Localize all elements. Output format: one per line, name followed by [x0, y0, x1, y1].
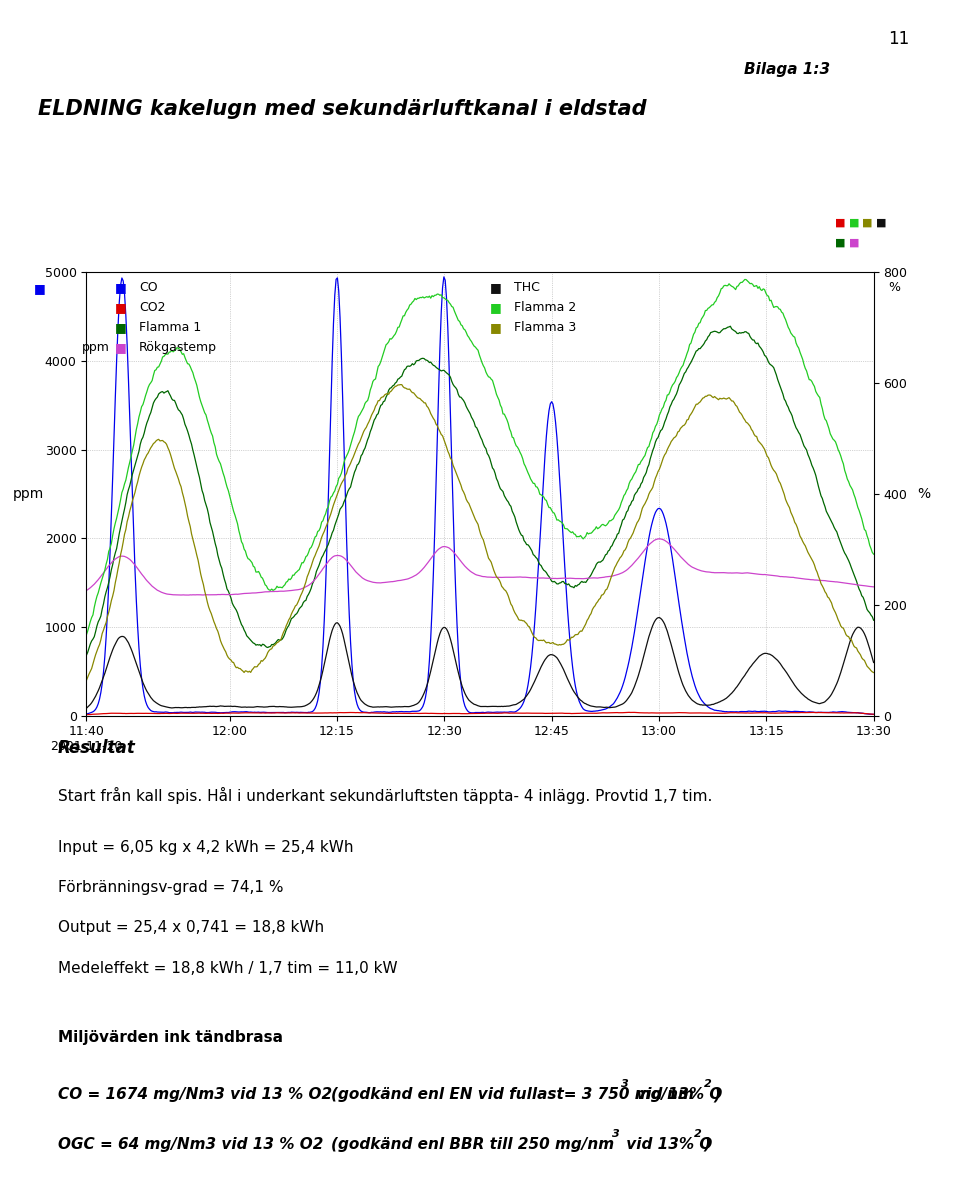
- Text: ): ): [713, 1087, 720, 1103]
- Text: ): ): [704, 1137, 710, 1152]
- Text: Medeleffekt = 18,8 kWh / 1,7 tim = 11,0 kW: Medeleffekt = 18,8 kWh / 1,7 tim = 11,0 …: [58, 961, 397, 976]
- Text: Resultat: Resultat: [58, 739, 135, 757]
- Text: Miljövärden ink tändbrasa: Miljövärden ink tändbrasa: [58, 1030, 282, 1046]
- Text: ■: ■: [862, 218, 873, 227]
- Text: CO = 1674 mg/Nm3 vid 13 % O2: CO = 1674 mg/Nm3 vid 13 % O2: [58, 1087, 332, 1103]
- Text: ppm: ppm: [82, 342, 109, 354]
- Text: (godkänd enl EN vid fullast= 3 750 mg/nm: (godkänd enl EN vid fullast= 3 750 mg/nm: [331, 1087, 694, 1103]
- Text: ■: ■: [115, 302, 127, 313]
- Text: Bilaga 1:3: Bilaga 1:3: [744, 62, 830, 77]
- Text: ■: ■: [835, 238, 846, 247]
- Text: ■: ■: [115, 282, 127, 293]
- Y-axis label: ppm: ppm: [12, 487, 43, 500]
- Text: CO: CO: [139, 282, 157, 293]
- Text: 11: 11: [888, 30, 909, 47]
- Text: ■: ■: [115, 322, 127, 334]
- Text: Input = 6,05 kg x 4,2 kWh = 25,4 kWh: Input = 6,05 kg x 4,2 kWh = 25,4 kWh: [58, 840, 353, 855]
- Text: Flamma 3: Flamma 3: [514, 322, 576, 334]
- Text: Output = 25,4 x 0,741 = 18,8 kWh: Output = 25,4 x 0,741 = 18,8 kWh: [58, 920, 324, 936]
- Text: vid 13% O: vid 13% O: [621, 1137, 712, 1152]
- Text: vid 13% O: vid 13% O: [631, 1087, 722, 1103]
- Text: THC: THC: [514, 282, 540, 293]
- Text: 3: 3: [621, 1079, 629, 1088]
- Text: ■: ■: [835, 218, 846, 227]
- Text: Rökgastemp: Rökgastemp: [139, 342, 217, 354]
- Text: ■: ■: [490, 322, 501, 334]
- Text: ■: ■: [490, 302, 501, 313]
- Text: Start från kall spis. Hål i underkant sekundärluftsten täppta- 4 inlägg. Provtid: Start från kall spis. Hål i underkant se…: [58, 787, 712, 803]
- Text: 2: 2: [694, 1129, 702, 1138]
- Text: Flamma 2: Flamma 2: [514, 302, 576, 313]
- Text: Flamma 1: Flamma 1: [139, 322, 202, 334]
- Text: ELDNING kakelugn med sekundärluftkanal i eldstad: ELDNING kakelugn med sekundärluftkanal i…: [38, 99, 647, 119]
- Y-axis label: %: %: [918, 487, 930, 500]
- Text: 2: 2: [704, 1079, 711, 1088]
- Text: ■: ■: [115, 342, 127, 354]
- Text: ■: ■: [849, 218, 859, 227]
- Text: %: %: [888, 282, 900, 293]
- Text: (godkänd enl BBR till 250 mg/nm: (godkänd enl BBR till 250 mg/nm: [331, 1137, 614, 1152]
- Text: ■: ■: [490, 282, 501, 293]
- Text: CO2: CO2: [139, 302, 166, 313]
- Text: OGC = 64 mg/Nm3 vid 13 % O2: OGC = 64 mg/Nm3 vid 13 % O2: [58, 1137, 323, 1152]
- Text: ■: ■: [34, 283, 45, 295]
- Text: ■: ■: [876, 218, 886, 227]
- Text: 3: 3: [612, 1129, 619, 1138]
- Text: Förbränningsv-grad = 74,1 %: Förbränningsv-grad = 74,1 %: [58, 880, 283, 896]
- Text: ■: ■: [849, 238, 859, 247]
